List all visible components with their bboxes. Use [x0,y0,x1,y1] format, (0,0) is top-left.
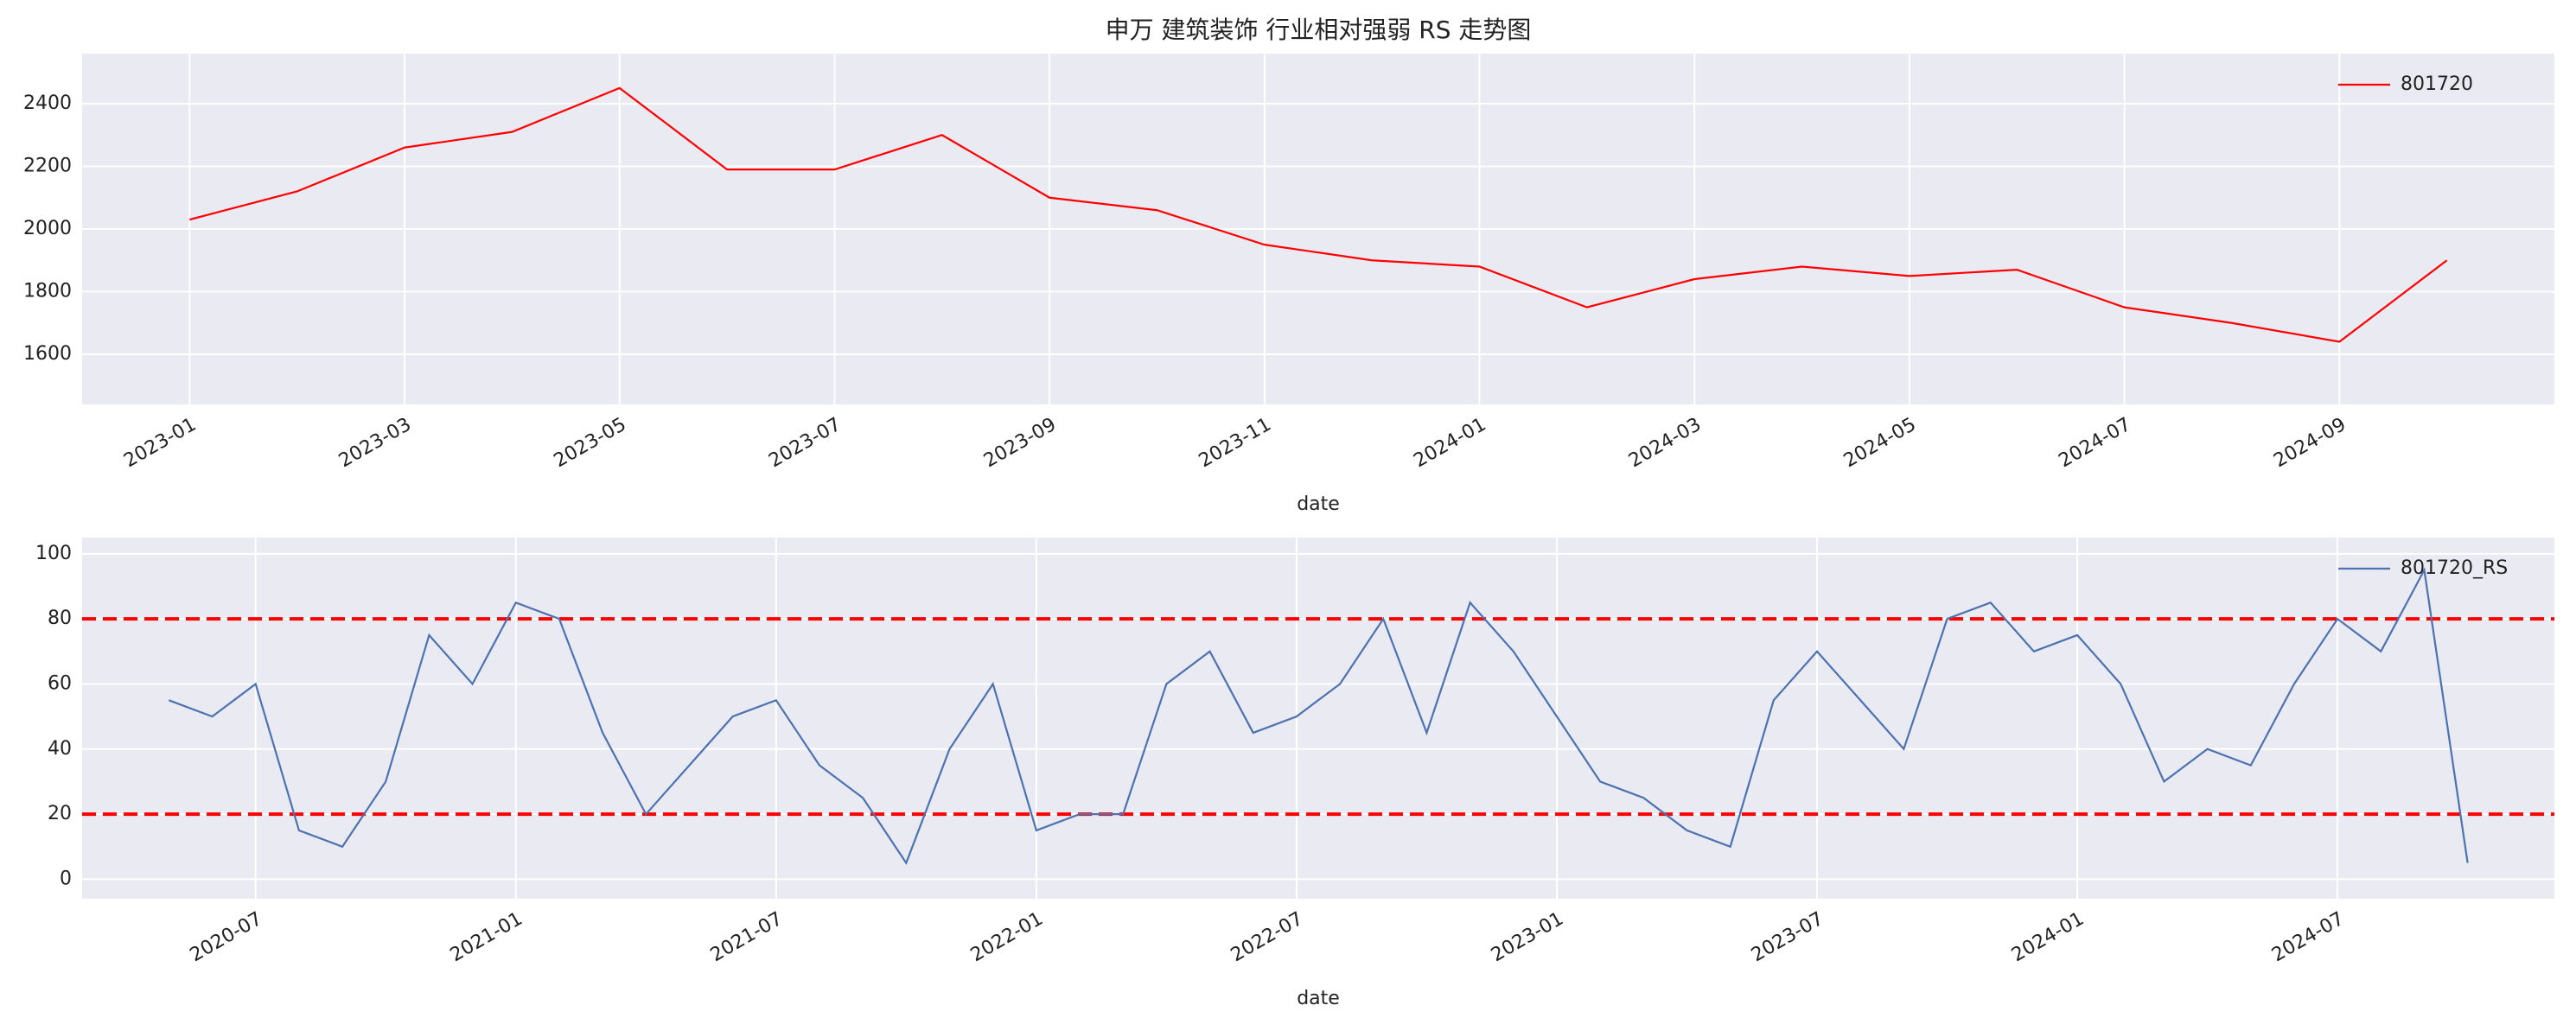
chart-title: 申万 建筑装饰 行业相对强弱 RS 走势图 [1106,16,1532,44]
legend-label: 801720_RS [2401,557,2508,579]
plot-background [82,538,2554,899]
y-tick-label: 100 [35,543,72,564]
y-tick-label: 20 [48,803,72,824]
x-tick-label: 2024-07 [2268,908,2348,967]
y-tick-label: 1800 [23,281,72,302]
y-tick-label: 80 [48,608,72,629]
x-tick-label: 2024-01 [1410,414,1489,473]
x-tick-label: 2023-05 [551,414,630,473]
x-tick-label: 2023-07 [765,414,845,473]
x-tick-label: 2024-05 [1840,414,1920,473]
series-line [189,86,2448,343]
x-tick-label: 2023-09 [980,414,1060,473]
x-tick-label: 2024-07 [2056,414,2135,473]
x-axis-label: date [1297,988,1340,1009]
x-tick-label: 2023-07 [1748,908,1827,967]
y-tick-label: 60 [48,672,72,694]
series-line [168,567,2469,865]
x-tick-label: 2023-03 [335,414,415,473]
y-tick-label: 2400 [23,92,72,114]
y-tick-label: 2000 [23,218,72,239]
x-tick-label: 2024-01 [2008,908,2088,967]
y-tick-label: 40 [48,738,72,760]
x-tick-label: 2023-11 [1196,414,1275,473]
x-axis-label: date [1297,493,1340,515]
x-tick-label: 2022-01 [967,908,1047,967]
x-tick-label: 2022-07 [1227,908,1307,967]
x-tick-label: 2023-01 [1488,908,1567,967]
y-tick-label: 0 [60,868,72,889]
x-tick-label: 2021-01 [447,908,526,967]
x-tick-label: 2020-07 [187,908,266,967]
y-tick-label: 1600 [23,343,72,365]
x-tick-label: 2023-01 [120,414,200,473]
legend-label: 801720 [2401,73,2473,95]
x-tick-label: 2024-03 [1625,414,1705,473]
x-tick-label: 2021-07 [707,908,787,967]
x-tick-label: 2024-09 [2270,414,2350,473]
y-tick-label: 2200 [23,156,72,177]
